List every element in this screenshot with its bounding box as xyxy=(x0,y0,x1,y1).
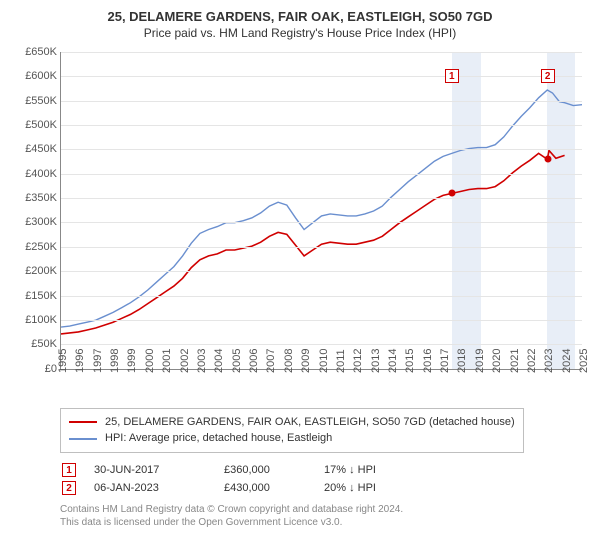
x-tick-label: 2003 xyxy=(196,348,208,372)
y-tick-label: £200K xyxy=(11,265,57,277)
sale-number-box: 2 xyxy=(62,481,76,495)
sale-date: 06-JAN-2023 xyxy=(94,482,224,494)
line-layer xyxy=(61,52,582,369)
y-tick-label: £600K xyxy=(11,70,57,82)
x-tick-label: 1999 xyxy=(126,348,138,372)
series-line-price_paid xyxy=(61,150,565,333)
x-tick-label: 2007 xyxy=(265,348,277,372)
x-tick-label: 2005 xyxy=(231,348,243,372)
x-tick-label: 2017 xyxy=(439,348,451,372)
y-tick-label: £150K xyxy=(11,290,57,302)
x-tick-label: 2016 xyxy=(422,348,434,372)
x-tick-label: 2002 xyxy=(179,348,191,372)
y-tick-label: £500K xyxy=(11,119,57,131)
gridline xyxy=(61,271,582,272)
y-tick-label: £400K xyxy=(11,168,57,180)
gridline xyxy=(61,320,582,321)
x-tick-label: 2015 xyxy=(404,348,416,372)
x-tick-label: 1997 xyxy=(92,348,104,372)
sale-data-point xyxy=(544,156,551,163)
x-tick-label: 2008 xyxy=(283,348,295,372)
x-tick-label: 2020 xyxy=(491,348,503,372)
gridline xyxy=(61,174,582,175)
x-tick-label: 2024 xyxy=(561,348,573,372)
gridline xyxy=(61,101,582,102)
x-tick-label: 2011 xyxy=(335,349,347,373)
sale-number-box: 1 xyxy=(62,463,76,477)
y-tick-label: £50K xyxy=(11,338,57,350)
legend-swatch xyxy=(69,421,97,423)
x-tick-label: 2006 xyxy=(248,348,260,372)
sale-row: 2 06-JAN-2023£430,00020% ↓ HPI xyxy=(62,481,588,495)
gridline xyxy=(61,52,582,53)
chart-container: 25, DELAMERE GARDENS, FAIR OAK, EASTLEIG… xyxy=(0,0,600,560)
sale-date: 30-JUN-2017 xyxy=(94,464,224,476)
gridline xyxy=(61,344,582,345)
footer-line-2: This data is licensed under the Open Gov… xyxy=(60,516,588,529)
sale-marker-box: 2 xyxy=(541,69,555,83)
gridline xyxy=(61,296,582,297)
x-tick-label: 2001 xyxy=(161,348,173,372)
chart-area: £0 £50K £100K £150K £200K £250K £300K £350K £400… xyxy=(12,48,588,400)
y-tick-label: £550K xyxy=(11,95,57,107)
legend-label: 25, DELAMERE GARDENS, FAIR OAK, EASTLEIG… xyxy=(105,414,515,431)
x-tick-label: 2018 xyxy=(456,348,468,372)
x-tick-label: 2021 xyxy=(509,348,521,372)
x-tick-label: 2019 xyxy=(474,348,486,372)
chart-title: 25, DELAMERE GARDENS, FAIR OAK, EASTLEIG… xyxy=(12,8,588,26)
y-tick-label: £350K xyxy=(11,192,57,204)
sales-table: 1 30-JUN-2017£360,00017% ↓ HPI 2 06-JAN-202… xyxy=(12,463,588,495)
chart-subtitle: Price paid vs. HM Land Registry's House … xyxy=(12,26,588,42)
x-tick-label: 2012 xyxy=(352,348,364,372)
x-tick-label: 2000 xyxy=(144,348,156,372)
x-tick-label: 2013 xyxy=(370,348,382,372)
x-tick-label: 2009 xyxy=(300,348,312,372)
gridline xyxy=(61,247,582,248)
gridline xyxy=(61,149,582,150)
footer-text: Contains HM Land Registry data © Crown c… xyxy=(60,503,588,529)
gridline xyxy=(61,76,582,77)
plot-area: £0£50K£100K£150K£200K£250K£300K£350K£400… xyxy=(60,52,582,370)
legend-row: 25, DELAMERE GARDENS, FAIR OAK, EASTLEIG… xyxy=(69,414,515,431)
x-tick-label: 2004 xyxy=(213,348,225,372)
x-tick-label: 2014 xyxy=(387,348,399,372)
x-tick-label: 2022 xyxy=(526,348,538,372)
y-tick-label: £100K xyxy=(11,314,57,326)
legend-row: HPI: Average price, detached house, East… xyxy=(69,430,515,447)
gridline xyxy=(61,222,582,223)
y-tick-label: £300K xyxy=(11,216,57,228)
legend-box: 25, DELAMERE GARDENS, FAIR OAK, EASTLEIG… xyxy=(60,408,524,453)
legend-label: HPI: Average price, detached house, East… xyxy=(105,430,332,447)
y-tick-label: £250K xyxy=(11,241,57,253)
legend-swatch xyxy=(69,438,97,440)
sale-price: £360,000 xyxy=(224,464,324,476)
x-tick-label: 2023 xyxy=(543,348,555,372)
x-tick-label: 1996 xyxy=(74,348,86,372)
sale-diff: 17% ↓ HPI xyxy=(324,464,444,476)
y-tick-label: £450K xyxy=(11,143,57,155)
sale-price: £430,000 xyxy=(224,482,324,494)
x-tick-label: 2010 xyxy=(318,348,330,372)
x-tick-label: 1995 xyxy=(57,348,69,372)
sale-data-point xyxy=(448,190,455,197)
footer-line-1: Contains HM Land Registry data © Crown c… xyxy=(60,503,588,516)
gridline xyxy=(61,198,582,199)
gridline xyxy=(61,125,582,126)
x-tick-label: 1998 xyxy=(109,348,121,372)
y-tick-label: £0 xyxy=(11,363,57,375)
sale-row: 1 30-JUN-2017£360,00017% ↓ HPI xyxy=(62,463,588,477)
sale-diff: 20% ↓ HPI xyxy=(324,482,444,494)
sale-marker-box: 1 xyxy=(445,69,459,83)
x-tick-label: 2025 xyxy=(578,348,590,372)
y-tick-label: £650K xyxy=(11,46,57,58)
